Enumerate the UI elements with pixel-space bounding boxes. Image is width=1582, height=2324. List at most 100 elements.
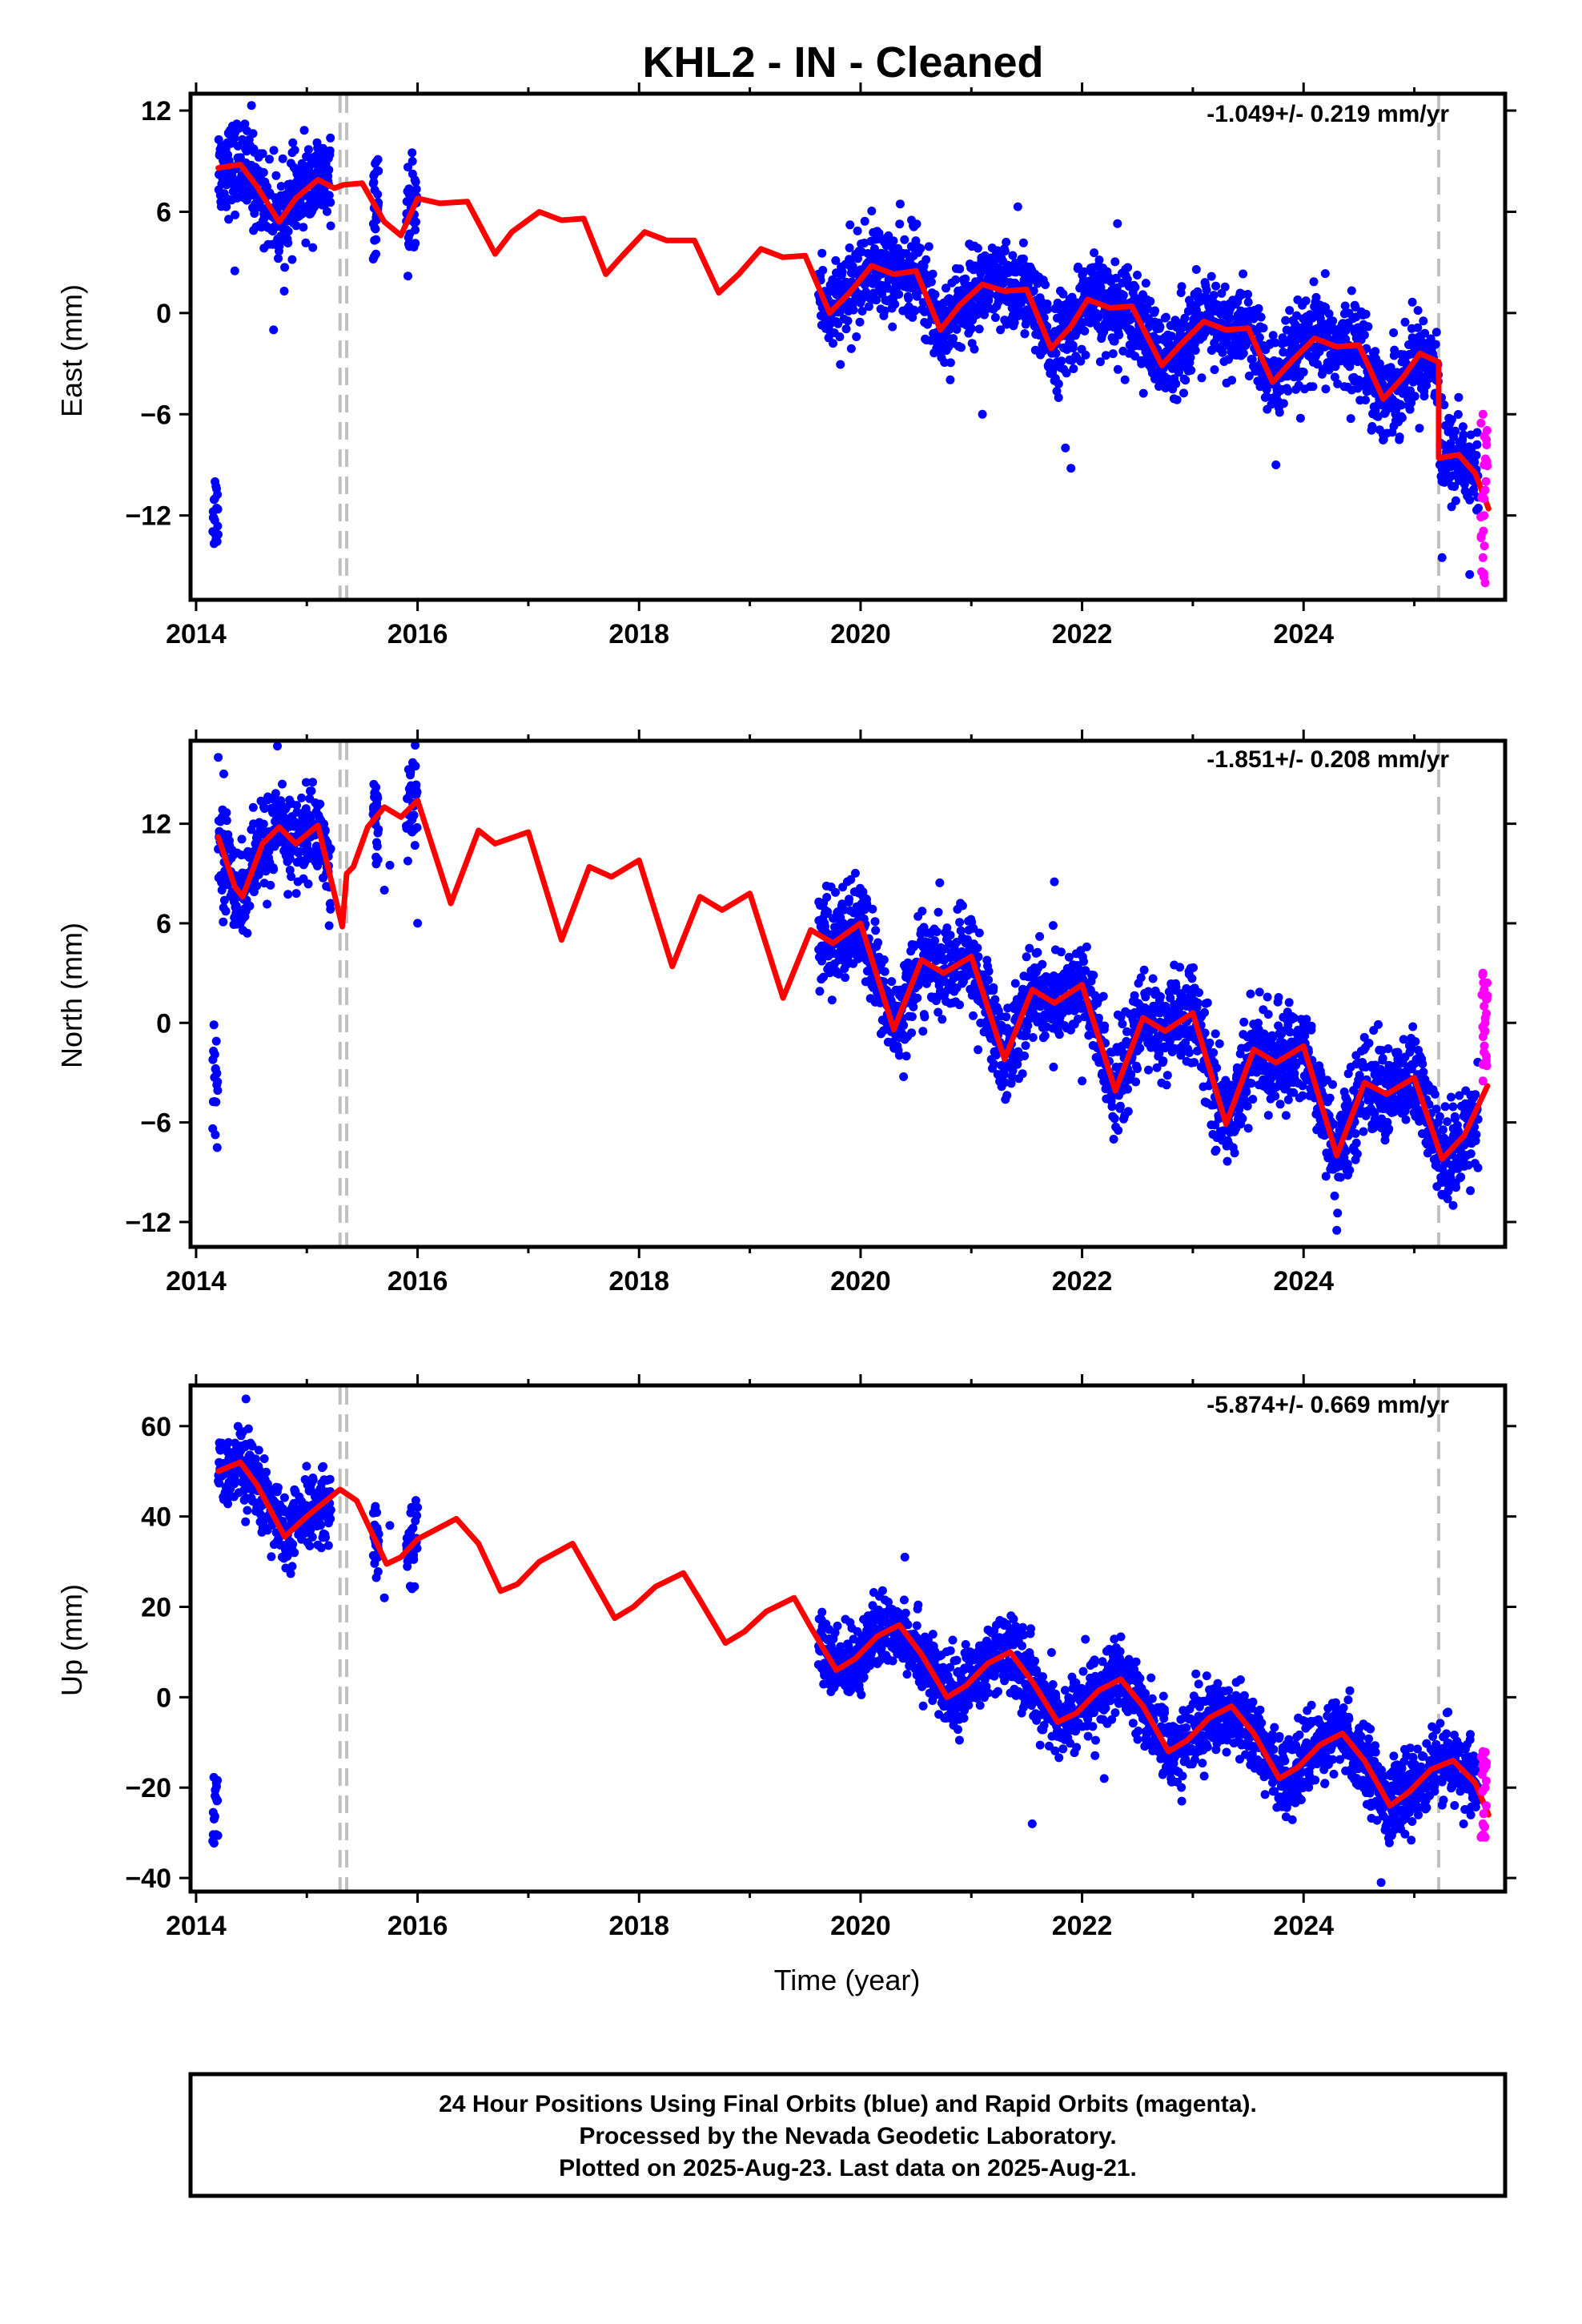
north-point: [1205, 1038, 1215, 1047]
north-point: [822, 893, 832, 902]
east-ytick-label: −12: [125, 501, 171, 532]
east-point: [910, 306, 920, 316]
east-rapid-point: [1482, 440, 1492, 449]
east-point: [1281, 316, 1291, 325]
east-point: [974, 295, 984, 304]
north-point: [1187, 974, 1197, 983]
east-point: [1211, 281, 1221, 291]
north-point: [901, 1051, 911, 1061]
north-point: [841, 973, 850, 983]
north-point: [984, 967, 994, 976]
north-point: [1049, 1062, 1058, 1072]
north-point: [831, 887, 840, 897]
north-point: [1330, 1191, 1339, 1200]
east-point: [837, 267, 847, 277]
north-point: [907, 1012, 917, 1021]
north-point: [1158, 1056, 1168, 1066]
north-point: [1110, 1114, 1119, 1124]
north-point: [1255, 987, 1264, 997]
north-point: [212, 1143, 222, 1152]
east-point: [1465, 495, 1475, 505]
north-point: [879, 955, 889, 964]
east-point: [1419, 316, 1428, 326]
north-point: [990, 995, 1000, 1004]
east-point: [271, 171, 281, 180]
east-point: [228, 187, 238, 196]
east-point: [1171, 379, 1181, 388]
north-point: [1246, 989, 1255, 999]
north-point: [1089, 971, 1098, 980]
north-point: [374, 825, 383, 834]
north-point: [372, 842, 382, 851]
north-point: [213, 1077, 223, 1087]
east-point: [1474, 504, 1483, 513]
east-point: [1110, 257, 1120, 267]
east-point: [1400, 317, 1410, 327]
east-point: [373, 190, 383, 199]
east-point: [1407, 297, 1417, 307]
east-point: [1256, 312, 1266, 322]
north-point: [1352, 1149, 1362, 1159]
east-point: [1295, 413, 1305, 423]
north-point: [1114, 1126, 1123, 1135]
east-outlier-point: [1465, 569, 1475, 579]
east-point: [1451, 496, 1460, 505]
east-point: [924, 242, 934, 251]
north-point: [1378, 1054, 1387, 1063]
east-point: [1413, 306, 1423, 316]
north-point: [1212, 1063, 1222, 1072]
north-point: [1203, 998, 1212, 1007]
north-point: [1135, 1043, 1145, 1053]
east-point: [325, 146, 335, 155]
east-point: [946, 358, 955, 368]
east-ylabel: East (mm): [55, 284, 88, 417]
north-point: [990, 1059, 999, 1069]
north-point: [938, 1015, 947, 1024]
north-point: [291, 889, 301, 899]
east-point: [1179, 388, 1188, 398]
north-point: [213, 1086, 223, 1096]
north-point: [974, 1045, 983, 1055]
east-point: [299, 223, 308, 232]
east-point: [1451, 426, 1460, 436]
north-point: [283, 890, 293, 899]
east-point: [894, 290, 904, 299]
east-point: [1161, 312, 1170, 322]
east-outlier-point: [1061, 443, 1070, 452]
north-point: [252, 881, 262, 891]
north-point: [1239, 1017, 1249, 1027]
north-point: [1082, 942, 1091, 951]
east-point: [888, 322, 897, 332]
north-point: [1144, 1065, 1153, 1075]
east-point: [303, 145, 313, 155]
east-point: [857, 307, 867, 316]
east-point: [1413, 323, 1423, 332]
east-point: [1239, 269, 1248, 279]
east-point: [323, 207, 331, 216]
north-point: [1002, 1012, 1011, 1022]
east-point: [231, 210, 240, 219]
north-point: [899, 1072, 909, 1081]
east-point: [970, 344, 979, 354]
east-point: [1010, 318, 1019, 328]
east-point: [1308, 382, 1318, 392]
east-point: [1054, 379, 1063, 388]
east-point: [1453, 410, 1463, 419]
east-rapid-point: [1476, 531, 1486, 541]
north-point: [1035, 931, 1045, 941]
chart-title: KHL2 - IN - Cleaned: [642, 38, 1043, 86]
east-point: [1080, 326, 1090, 336]
east-point: [1138, 388, 1148, 398]
east-point: [1113, 364, 1122, 374]
east-outlier-point: [368, 255, 378, 263]
east-outlier-point: [1271, 460, 1281, 469]
east-point: [853, 254, 862, 263]
east-point: [841, 324, 851, 334]
north-point: [1211, 1145, 1221, 1155]
north-point: [373, 794, 383, 802]
north-point: [221, 907, 231, 916]
east-point: [926, 277, 936, 287]
north-point: [907, 1028, 917, 1038]
north-point: [307, 786, 316, 796]
